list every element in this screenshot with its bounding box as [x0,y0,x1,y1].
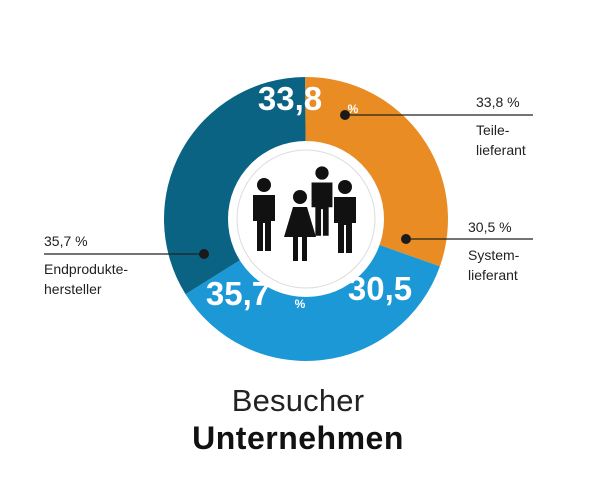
callout-dot-systemlieferant [401,234,411,244]
center-inner-ring [236,149,376,289]
chart-subtitle: Unternehmen [192,420,404,456]
callout-value-systemlieferant: 30,5 % [468,219,512,235]
slice-unit-endproduktehersteller: % [295,297,306,311]
callout-label-systemlieferant: System- lieferant [468,247,520,283]
people-group-icon [253,166,356,261]
callout-dot-endproduktehersteller [199,249,209,259]
slice-unit-systemlieferant: % [438,292,449,306]
slice-unit-teilelieferant: % [348,102,359,116]
callout-dot-teilelieferant [340,110,350,120]
slice-value-endproduktehersteller: 35,7 [206,275,270,312]
slice-value-teilelieferant: 33,8 [258,80,322,117]
callout-value-endproduktehersteller: 35,7 % [44,233,88,249]
slice-value-systemlieferant: 30,5 [348,270,412,307]
chart-title: Besucher [231,383,365,418]
callout-label-endproduktehersteller: Endprodukte- hersteller [44,261,129,297]
callout-value-teilelieferant: 33,8 % [476,94,520,110]
callout-label-teilelieferant: Teile- lieferant [476,122,526,158]
